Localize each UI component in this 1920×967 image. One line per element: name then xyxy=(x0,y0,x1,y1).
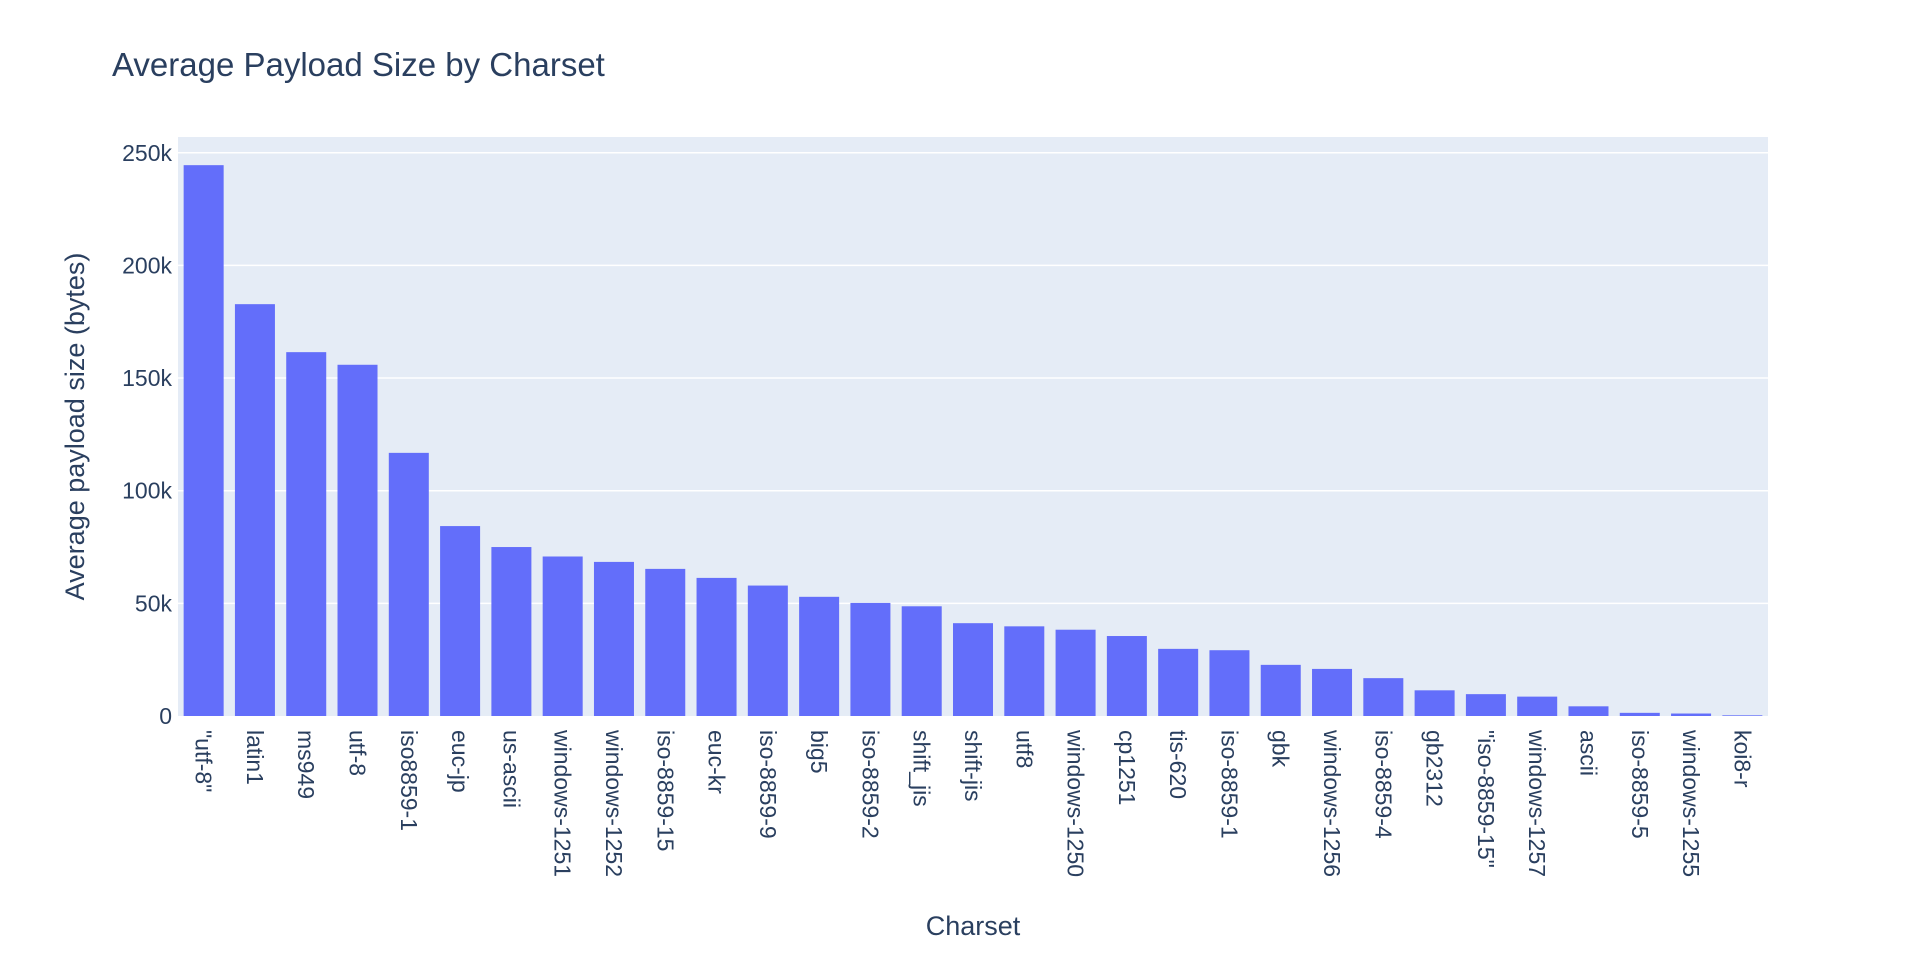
x-tick-label: iso-8859-4 xyxy=(1370,730,1396,839)
chart-title: Average Payload Size by Charset xyxy=(112,46,605,83)
bar xyxy=(1209,650,1250,716)
x-tick-label: shift_jis xyxy=(909,730,935,807)
x-tick-label: us-ascii xyxy=(498,730,524,808)
x-tick-label: windows-1255 xyxy=(1678,729,1704,877)
x-axis-title: Charset xyxy=(926,911,1021,941)
bar xyxy=(183,165,224,716)
bar xyxy=(696,577,737,716)
bar xyxy=(1465,694,1506,716)
x-tick-label: big5 xyxy=(806,730,832,773)
bar xyxy=(952,623,994,716)
x-tick-label: ascii xyxy=(1575,730,1601,776)
x-tick-label: windows-1250 xyxy=(1063,729,1089,877)
bar xyxy=(1619,712,1660,716)
x-tick-label: latin1 xyxy=(242,730,268,785)
x-tick-label: tis-620 xyxy=(1165,730,1191,799)
x-tick-label: gbk xyxy=(1268,730,1294,768)
bar xyxy=(1414,690,1455,716)
bar xyxy=(901,606,942,716)
x-tick-label: windows-1256 xyxy=(1319,729,1345,877)
x-tick-label: iso-8859-9 xyxy=(755,730,781,839)
x-tick-label: windows-1251 xyxy=(550,729,576,877)
bars xyxy=(183,165,1763,716)
bar xyxy=(1363,678,1404,716)
bar xyxy=(542,556,583,716)
bar xyxy=(1055,629,1096,716)
x-tick-label: shift-jis xyxy=(960,730,986,802)
x-tick-label: "utf-8" xyxy=(191,730,217,792)
y-tick-label: 0 xyxy=(159,703,172,729)
x-tick-label: iso-8859-2 xyxy=(857,730,883,839)
bar xyxy=(1671,713,1712,716)
bar xyxy=(337,364,378,716)
bar xyxy=(1568,706,1609,716)
bar xyxy=(1312,668,1353,716)
x-tick-label: windows-1252 xyxy=(601,729,627,877)
bar xyxy=(850,602,891,716)
x-tick-label: euc-kr xyxy=(704,730,730,794)
bar xyxy=(1517,696,1558,716)
y-tick-label: 50k xyxy=(135,590,173,616)
bar xyxy=(593,561,634,716)
x-tick-label: euc-jp xyxy=(447,730,473,793)
bar xyxy=(1158,648,1199,716)
x-tick-label: windows-1257 xyxy=(1524,729,1550,877)
bar xyxy=(747,585,788,716)
x-tick-label: iso-8859-15 xyxy=(652,730,678,851)
x-axis-ticks: "utf-8" latin1 ms949 utf-8 iso8859-1 euc-jp us… xyxy=(191,729,1756,877)
x-tick-label: iso-8859-1 xyxy=(1216,730,1242,839)
bar xyxy=(1004,626,1045,716)
bar xyxy=(1260,664,1301,716)
bar xyxy=(1722,715,1763,716)
x-tick-label: utf-8 xyxy=(345,730,371,776)
y-axis-title: Average payload size (bytes) xyxy=(60,253,90,601)
x-tick-label: iso-8859-5 xyxy=(1627,730,1653,839)
x-tick-label: ms949 xyxy=(293,730,319,799)
bar xyxy=(234,304,275,716)
bar xyxy=(491,547,532,716)
x-tick-label: "iso-8859-15" xyxy=(1473,730,1499,868)
y-tick-label: 250k xyxy=(122,140,172,166)
x-tick-label: koi8-r xyxy=(1729,730,1755,788)
y-tick-label: 200k xyxy=(122,252,172,278)
bar xyxy=(1106,636,1147,716)
y-axis-ticks: 0 50k 100k 150k 200k 250k xyxy=(122,140,172,729)
y-tick-label: 150k xyxy=(122,365,172,391)
x-tick-label: cp1251 xyxy=(1114,730,1140,805)
x-tick-label: gb2312 xyxy=(1422,730,1448,807)
bar xyxy=(799,596,840,716)
bar xyxy=(645,568,686,716)
bar xyxy=(440,526,481,716)
bar xyxy=(388,452,429,716)
y-tick-label: 100k xyxy=(122,478,172,504)
x-tick-label: iso8859-1 xyxy=(396,730,422,831)
x-tick-label: utf8 xyxy=(1011,730,1037,768)
bar xyxy=(286,352,327,716)
